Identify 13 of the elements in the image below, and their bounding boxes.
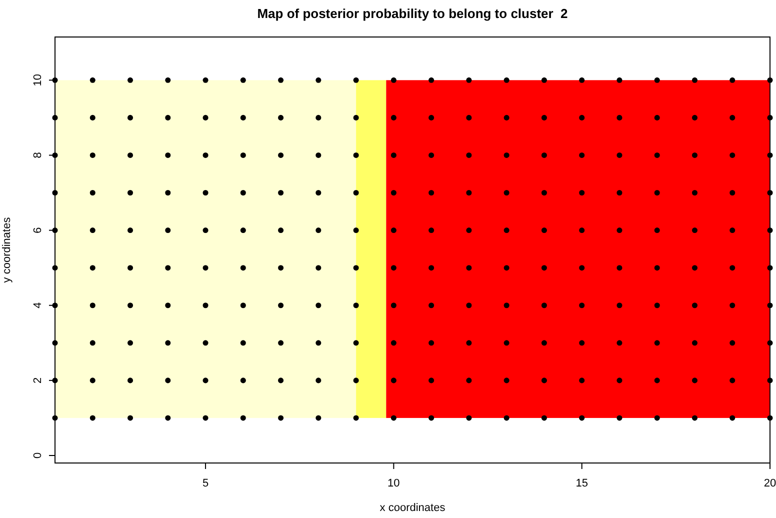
x-tick-label: 15	[576, 477, 588, 490]
y-tick-label: 8	[32, 152, 44, 158]
x-tick-label: 5	[202, 477, 209, 490]
x-tick-label: 10	[388, 477, 400, 490]
x-axis-title: x coordinates	[380, 502, 446, 514]
x-tick-label: 20	[764, 477, 776, 490]
y-tick-label: 4	[32, 302, 44, 308]
y-tick-label: 6	[32, 227, 44, 234]
y-axis-title: y coordinates	[1, 216, 13, 283]
y-tick-label: 2	[32, 377, 44, 384]
y-tick-label: 10	[32, 74, 44, 86]
y-tick-label: 0	[32, 452, 44, 459]
chart-title: Map of posterior probability to belong to cluster 2	[257, 6, 568, 21]
